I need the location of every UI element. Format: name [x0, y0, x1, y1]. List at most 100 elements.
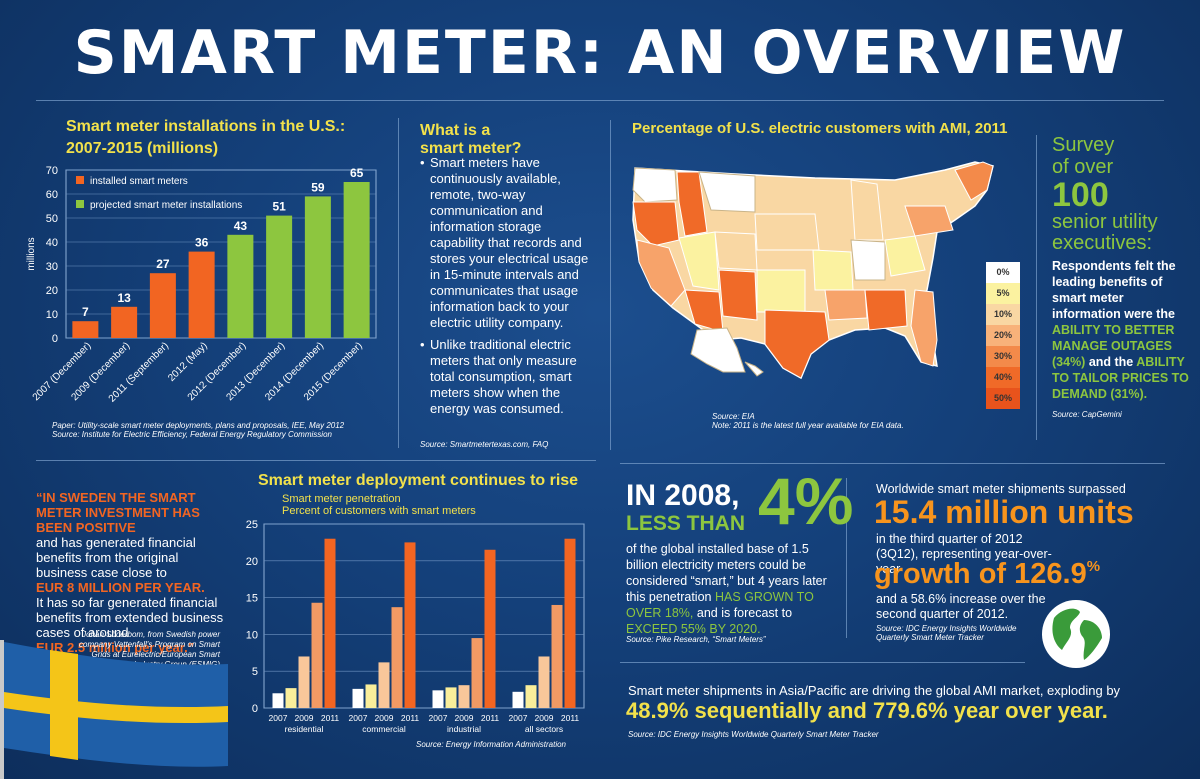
- bar: [304, 196, 331, 338]
- x-tick-label: 2007: [429, 713, 448, 723]
- x-tick-label: 2007: [269, 713, 288, 723]
- bar: [324, 538, 336, 708]
- legend-item: 50%: [986, 388, 1020, 409]
- x-tick-label: 2009: [375, 713, 394, 723]
- divider: [36, 100, 1164, 101]
- data-label: 65: [350, 166, 364, 180]
- divider: [846, 478, 847, 638]
- group-label: all sectors: [525, 724, 563, 734]
- bar: [272, 693, 284, 708]
- bar: [445, 687, 457, 708]
- bar: [343, 182, 370, 338]
- data-label: 13: [117, 291, 131, 305]
- in2008-big: 4%: [758, 464, 854, 538]
- page-title: SMART METER: AN OVERVIEW: [73, 18, 1127, 88]
- bar: [111, 306, 138, 338]
- bar: [538, 656, 550, 708]
- deployment-subtitle: Smart meter penetration Percent of custo…: [282, 493, 476, 517]
- x-tick-label: 2011: [401, 713, 420, 723]
- x-tick-label: 2009: [535, 713, 554, 723]
- y-tick-label: 0: [52, 333, 58, 345]
- group-label: industrial: [447, 724, 481, 734]
- in2008-source: Source: Pike Research, “Smart Meters”: [626, 635, 766, 644]
- x-tick-label: 2007: [509, 713, 528, 723]
- y-tick-label: 20: [246, 556, 258, 568]
- sweden-quote: “IN SWEDEN THE SMART METER INVESTMENT HA…: [36, 490, 224, 655]
- legend-label: installed smart meters: [90, 176, 188, 187]
- legend-item: 10%: [986, 304, 1020, 325]
- bar: [432, 690, 444, 708]
- data-label: 43: [234, 219, 248, 233]
- y-tick-label: 25: [246, 519, 258, 531]
- data-label: 36: [195, 236, 209, 250]
- y-tick-label: 15: [246, 593, 258, 605]
- bar: [311, 602, 323, 708]
- ami-map-heading: Percentage of U.S. electric customers wi…: [632, 120, 1008, 137]
- shipments-units: 15.4 million units: [874, 494, 1134, 530]
- bar: [298, 656, 310, 708]
- bar: [512, 691, 524, 708]
- shipments-growth: growth of 126.9%: [874, 558, 1101, 590]
- bar: [352, 688, 364, 708]
- group-label: commercial: [362, 724, 406, 734]
- asia-line1: Smart meter shipments in Asia/Pacific ar…: [628, 683, 1121, 698]
- x-tick-label: 2011: [481, 713, 500, 723]
- bar: [365, 684, 377, 708]
- survey-number: 100: [1052, 176, 1109, 214]
- y-tick-label: 0: [252, 703, 258, 715]
- legend-item: 0%: [986, 262, 1020, 283]
- survey-block: Survey of over 100 senior utility execut…: [1052, 134, 1192, 419]
- bar: [404, 542, 416, 708]
- y-tick-label: 60: [46, 189, 58, 201]
- x-tick-label: 2009: [295, 713, 314, 723]
- y-axis-label: millions: [26, 237, 37, 270]
- group-label: residential: [285, 724, 324, 734]
- survey-source: Source: CapGemini: [1052, 410, 1122, 419]
- divider: [620, 662, 1025, 663]
- bar: [188, 251, 215, 338]
- in2008-block: IN 2008, LESS THAN: [626, 479, 746, 536]
- divider: [36, 460, 596, 461]
- x-tick-label: 2011: [561, 713, 580, 723]
- data-label: 59: [311, 180, 325, 194]
- deployment-heading: Smart meter deployment continues to rise: [258, 472, 579, 489]
- y-tick-label: 40: [46, 237, 58, 249]
- bar: [266, 215, 293, 338]
- bar: [525, 685, 537, 708]
- bar: [484, 549, 496, 708]
- what-is-source: Source: Smartmetertexas.com, FAQ: [420, 440, 549, 449]
- divider: [1036, 135, 1037, 440]
- installations-heading: Smart meter installations in the U.S.: 2…: [66, 118, 346, 157]
- ami-map-source: Source: EIA Note: 2011 is the latest ful…: [712, 412, 904, 430]
- bar: [564, 538, 576, 708]
- bar: [551, 604, 563, 708]
- what-is-heading: What is a smart meter?: [420, 122, 522, 157]
- bar: [378, 662, 390, 708]
- divider: [398, 118, 399, 448]
- bar: [391, 607, 403, 708]
- shipments-source: Source: IDC Energy Insights Worldwide Qu…: [876, 624, 1017, 642]
- legend-item: 5%: [986, 283, 1020, 304]
- divider: [610, 120, 611, 450]
- bar: [285, 688, 297, 708]
- divider: [620, 463, 1165, 464]
- ami-legend: 0% 5% 10% 20% 30% 40% 50%: [986, 262, 1020, 409]
- bar: [72, 321, 99, 338]
- y-tick-label: 30: [46, 261, 58, 273]
- y-tick-label: 5: [252, 666, 258, 678]
- y-tick-label: 10: [46, 309, 58, 321]
- legend-item: 30%: [986, 346, 1020, 367]
- bar: [149, 273, 176, 338]
- installations-source: Paper: Utility-scale smart meter deploym…: [52, 421, 345, 439]
- x-tick-label: 2009: [455, 713, 474, 723]
- in2008-body: of the global installed base of 1.5 bill…: [626, 542, 827, 636]
- bar: [471, 638, 483, 708]
- shipments-line3: and a 58.6% increase over the second qua…: [876, 592, 1046, 621]
- data-label: 51: [272, 200, 286, 214]
- data-label: 7: [82, 305, 89, 319]
- bullet-item: Unlike traditional electric meters that …: [420, 337, 590, 417]
- globe-icon: [1042, 600, 1110, 668]
- legend-swatch: [76, 176, 84, 184]
